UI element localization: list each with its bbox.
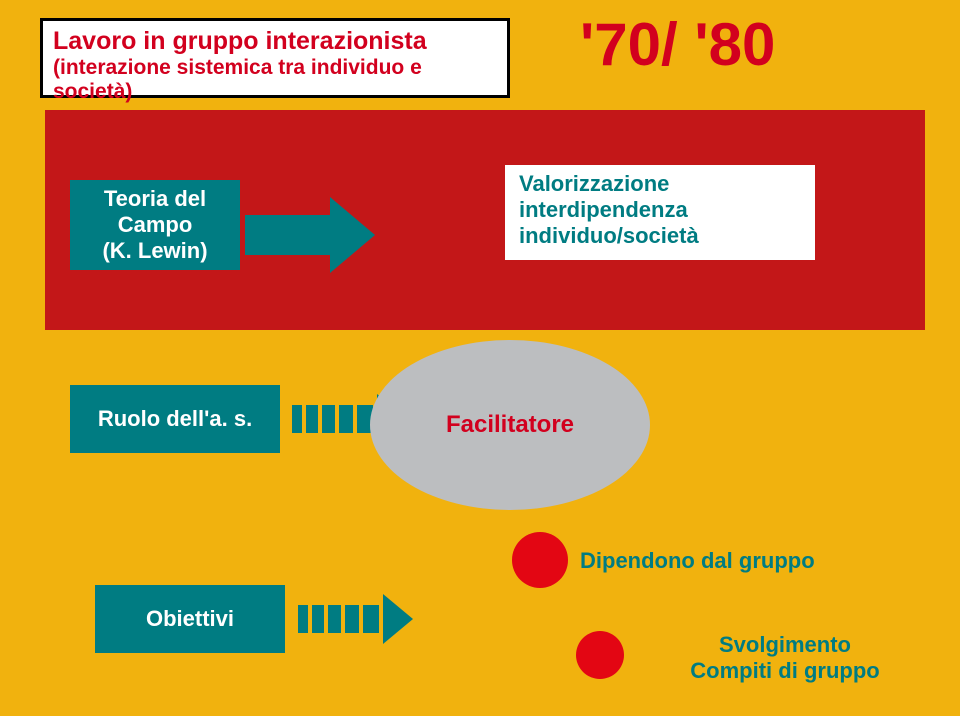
valorizzazione-box: Valorizzazioneinterdipendenzaindividuo/s… bbox=[505, 165, 815, 260]
striped-arrow-2-stripe bbox=[298, 605, 308, 633]
svolgimento-line2: Compiti di gruppo bbox=[635, 658, 935, 684]
striped-arrow-2-stripe bbox=[328, 605, 341, 633]
striped-arrow-2-stripe bbox=[312, 605, 324, 633]
teoria-line2: Campo bbox=[118, 212, 193, 238]
slide-canvas: Lavoro in gruppo interazionista(interazi… bbox=[0, 0, 960, 716]
striped-arrow-2-stripe bbox=[363, 605, 379, 633]
arrow-head-icon bbox=[330, 197, 375, 273]
valor-line2: interdipendenza bbox=[519, 197, 801, 223]
valor-line3: individuo/società bbox=[519, 223, 801, 249]
valor-line1: Valorizzazione bbox=[519, 171, 801, 197]
title-box: Lavoro in gruppo interazionista(interazi… bbox=[40, 18, 510, 98]
teoria-line1: Teoria del bbox=[104, 186, 206, 212]
striped-arrow-2-stripe bbox=[345, 605, 360, 633]
striped-arrow-1-stripe bbox=[339, 405, 354, 433]
facilitatore-ellipse: Facilitatore bbox=[370, 340, 650, 510]
svolgimento-line1: Svolgimento bbox=[635, 632, 935, 658]
title-line2: (interazione sistemica tra individuo e s… bbox=[53, 56, 497, 104]
arrow-shaft bbox=[245, 215, 330, 255]
teoria-box: Teoria delCampo(K. Lewin) bbox=[70, 180, 240, 270]
striped-arrow-1-stripe bbox=[322, 405, 335, 433]
period-label: '70/ '80 bbox=[580, 10, 930, 90]
title-line1: Lavoro in gruppo interazionista bbox=[53, 27, 497, 56]
bullet-circle-2 bbox=[576, 631, 624, 679]
striped-arrow-1-stripe bbox=[292, 405, 302, 433]
bullet-circle-1 bbox=[512, 532, 568, 588]
striped-arrow-1-stripe bbox=[306, 405, 318, 433]
ruolo-box: Ruolo dell'a. s. bbox=[70, 385, 280, 453]
teoria-line3: (K. Lewin) bbox=[102, 238, 207, 264]
svolgimento-label: SvolgimentoCompiti di gruppo bbox=[635, 632, 935, 684]
obiettivi-box: Obiettivi bbox=[95, 585, 285, 653]
striped-arrow-2-head-icon bbox=[383, 594, 413, 644]
dipendono-label: Dipendono dal gruppo bbox=[580, 548, 900, 574]
